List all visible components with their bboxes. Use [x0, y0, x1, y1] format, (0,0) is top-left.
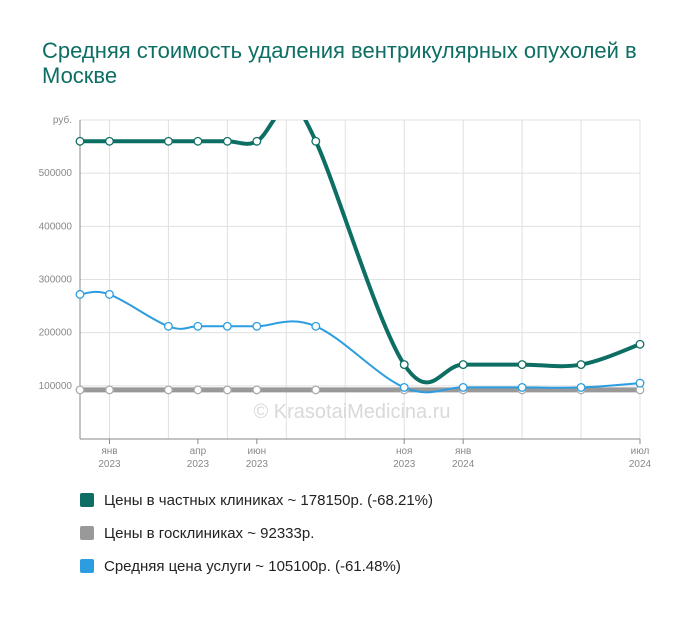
y-tick-label: 500000 [39, 168, 73, 179]
y-unit-label: руб. [53, 114, 72, 126]
data-point-public [311, 385, 321, 395]
data-point-public [252, 385, 262, 395]
x-tick-label: апр [190, 446, 207, 457]
watermark: © KrasotaiMedicina.ru [253, 401, 450, 423]
data-point-average [75, 289, 85, 299]
data-point-private [399, 360, 409, 370]
data-point-average [163, 321, 173, 331]
data-point-average [105, 289, 114, 299]
series-line-private [80, 120, 640, 385]
data-point-public [222, 385, 232, 395]
data-point-average [252, 321, 262, 331]
y-tick-label: 200000 [39, 328, 73, 339]
data-point-private [193, 136, 203, 146]
data-points [75, 136, 645, 395]
data-point-average [458, 382, 468, 392]
data-point-private [75, 136, 85, 146]
data-point-public [163, 385, 173, 395]
legend-item-private[interactable]: Цены в частных клиниках ~ 178150р. (-68.… [80, 487, 640, 513]
x-tick-year-label: 2024 [629, 459, 652, 470]
legend-swatch-average [80, 559, 94, 573]
legend-item-average[interactable]: Средняя цена услуги ~ 105100р. (-61.48%) [80, 553, 640, 579]
data-point-private [311, 136, 321, 146]
legend-label-private: Цены в частных клиниках ~ 178150р. (-68.… [104, 491, 434, 509]
data-point-public [105, 385, 114, 395]
data-point-private [458, 360, 468, 370]
data-point-average [222, 321, 232, 331]
chart-title: Средняя стоимость удаления вентрикулярны… [42, 38, 637, 88]
x-tick-label: июн [248, 446, 267, 457]
data-point-public [193, 385, 203, 395]
data-point-private [163, 136, 173, 146]
x-tick-label: янв [101, 446, 117, 457]
y-tick-label: 400000 [39, 221, 73, 232]
data-point-private [252, 136, 262, 146]
y-tick-label: 300000 [39, 275, 73, 286]
x-tick-label: янв [455, 446, 471, 457]
legend-label-public: Цены в госклиниках ~ 92333р. [104, 524, 315, 542]
x-tick-year-label: 2023 [393, 459, 416, 470]
data-point-private [635, 339, 645, 349]
data-point-average [576, 382, 586, 392]
x-tick-label: ноя [396, 446, 413, 457]
y-tick-label: 100000 [39, 381, 73, 392]
legend-swatch-public [80, 526, 94, 540]
data-point-private [222, 136, 232, 146]
data-point-average [399, 382, 409, 392]
legend-item-public[interactable]: Цены в госклиниках ~ 92333р. [80, 520, 640, 546]
legend-label-average: Средняя цена услуги ~ 105100р. (-61.48%) [104, 557, 401, 575]
data-point-private [105, 136, 114, 146]
data-point-private [576, 360, 586, 370]
data-point-private [517, 360, 527, 370]
x-tick-year-label: 2023 [98, 459, 121, 470]
series-lines [80, 120, 640, 394]
data-point-public [75, 385, 85, 395]
legend: Цены в частных клиниках ~ 178150р. (-68.… [80, 487, 640, 586]
series-line-average [80, 290, 640, 394]
data-point-average [635, 378, 645, 388]
x-tick-label: июл [631, 446, 650, 457]
data-point-average [193, 321, 203, 331]
x-tick-year-label: 2023 [187, 459, 210, 470]
data-point-average [517, 382, 527, 392]
line-chart: © KrasotaiMedicina.ru 100000 200000 300000… [39, 114, 652, 470]
x-tick-year-label: 2023 [246, 459, 269, 470]
legend-swatch-private [80, 493, 94, 507]
data-point-average [311, 321, 321, 331]
x-tick-year-label: 2024 [452, 459, 475, 470]
